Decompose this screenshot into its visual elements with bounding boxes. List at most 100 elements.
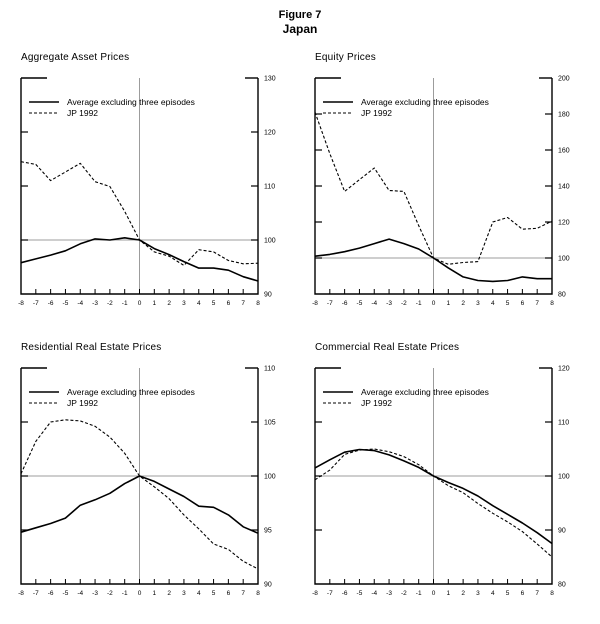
x-axis-label: 1 (153, 590, 157, 597)
series-line-dashed (20, 161, 259, 266)
x-axis-label: 5 (506, 300, 510, 307)
x-axis-label: 3 (182, 590, 186, 597)
y-axis-label: 200 (558, 76, 570, 83)
x-axis-label: -6 (48, 300, 54, 307)
y-axis-label: 120 (558, 220, 570, 227)
y-axis-label: 90 (264, 582, 272, 589)
x-axis-label: 0 (432, 300, 436, 307)
x-axis-label: 3 (182, 300, 186, 307)
x-axis-label: -4 (77, 300, 83, 307)
y-axis-label: 100 (264, 238, 276, 245)
x-axis-label: 8 (256, 590, 260, 597)
legend-dashed-label: JP 1992 (67, 108, 98, 118)
x-axis-label: -1 (416, 300, 422, 307)
x-axis-label: 8 (550, 590, 554, 597)
legend-solid-label: Average excluding three episodes (67, 387, 195, 397)
x-axis-label: -7 (327, 300, 333, 307)
x-axis-label: 4 (197, 300, 201, 307)
x-axis-label: -5 (63, 300, 69, 307)
panel-aggregate-asset-prices: Aggregate Asset Prices 90 100 110 120 130 -8-… (11, 50, 305, 314)
y-axis-label: 120 (558, 366, 570, 373)
chart-title-residential-real-estate-prices: Residential Real Estate Prices (21, 342, 162, 353)
chart-commercial-real-estate-prices: 80 90 100 110 120 -8 -7 -6 -5 -4 -3 -2 -1 0 1 2 3 4 5 6 7 8 Av… (312, 366, 570, 598)
x-axis-label: -5 (357, 300, 363, 307)
figure-title: Japan (282, 22, 318, 36)
x-axis-label: 0 (432, 590, 436, 597)
y-axis-label: 90 (558, 528, 566, 535)
x-axis-label: -1 (416, 590, 422, 597)
x-axis-label: 6 (521, 300, 525, 307)
x-axis-label: 1 (153, 300, 157, 307)
x-axis-label: -8 (18, 590, 24, 597)
legend-solid-label: Average excluding three episodes (67, 97, 195, 107)
x-axis-label: 5 (212, 300, 216, 307)
x-axis-label: 0 (138, 590, 142, 597)
x-axis-label: -2 (107, 300, 113, 307)
series-line-solid (20, 475, 259, 534)
x-axis-label: 4 (491, 590, 495, 597)
y-axis-label: 180 (558, 112, 570, 119)
legend-dashed-label: JP 1992 (361, 108, 392, 118)
chart-title-commercial-real-estate-prices: Commercial Real Estate Prices (315, 342, 460, 353)
panel-commercial-real-estate-prices: Commercial Real Estate Prices 80 90 100 110… (305, 340, 599, 604)
y-axis-label: 110 (264, 366, 275, 373)
panel-residential-real-estate-prices: Residential Real Estate Prices 90 95 100 10… (11, 340, 305, 604)
x-axis-label: 7 (535, 590, 539, 597)
x-axis-label: 4 (197, 590, 201, 597)
x-axis-label: 1 (447, 590, 451, 597)
x-axis-label: -6 (48, 590, 54, 597)
y-axis-label: 100 (558, 256, 570, 263)
x-axis-label: -1 (122, 300, 128, 307)
x-axis-label: 5 (506, 590, 510, 597)
x-axis-label: 7 (241, 590, 245, 597)
x-axis-label: -4 (77, 590, 83, 597)
series-line-dashed (314, 112, 553, 265)
y-axis-label: 110 (264, 184, 275, 191)
y-axis-label: 100 (264, 474, 276, 481)
x-axis-label: 6 (227, 300, 231, 307)
x-axis-label: -2 (401, 590, 407, 597)
x-axis-label: 5 (212, 590, 216, 597)
x-axis-label: 3 (476, 300, 480, 307)
figure-label: Figure 7 (278, 9, 322, 21)
x-axis-label: -2 (107, 590, 113, 597)
x-axis-label: -3 (386, 590, 392, 597)
x-axis-label: 2 (461, 590, 465, 597)
chart-title-aggregate-asset-prices: Aggregate Asset Prices (21, 52, 130, 63)
x-axis-label: -2 (401, 300, 407, 307)
panel-equity-prices: Equity Prices 80 100 120 140 160 180 200 -8 -7 -6… (305, 50, 599, 314)
x-axis-label: 8 (550, 300, 554, 307)
x-axis-label: -6 (342, 590, 348, 597)
x-axis-label: -3 (92, 590, 98, 597)
x-axis-label: -5 (63, 590, 69, 597)
x-axis-label: -7 (33, 300, 39, 307)
x-axis-label: 2 (167, 590, 171, 597)
y-axis-label: 110 (558, 420, 569, 427)
x-axis-label: -7 (33, 590, 39, 597)
y-axis-label: 140 (558, 184, 570, 191)
x-axis-label: 6 (521, 590, 525, 597)
chart-aggregate-asset-prices: 90 100 110 120 130 -8 -7 -6 -5 -4 -3 -2 -1 0 1 2 3 4 5 6 7 8 A… (18, 76, 276, 308)
legend-solid-label: Average excluding three episodes (361, 387, 489, 397)
y-axis-label: 105 (264, 420, 276, 427)
x-axis-label: -3 (92, 300, 98, 307)
x-axis-label: 0 (138, 300, 142, 307)
legend-dashed-label: JP 1992 (361, 398, 392, 408)
y-axis-label: 80 (558, 582, 566, 589)
x-axis-label: 7 (241, 300, 245, 307)
y-axis-label: 120 (264, 130, 276, 137)
x-axis-label: -1 (122, 590, 128, 597)
x-axis-label: 4 (491, 300, 495, 307)
y-axis-label: 100 (558, 474, 570, 481)
series-line-dashed (314, 448, 553, 558)
charts-grid: Aggregate Asset Prices 90 100 110 120 130 -8-… (11, 50, 599, 604)
x-axis-label: 7 (535, 300, 539, 307)
x-axis-label: 1 (447, 300, 451, 307)
x-axis-label: -8 (312, 300, 318, 307)
chart-equity-prices: 80 100 120 140 160 180 200 -8 -7 -6 -5 -4 -3 -2 -1 0 1 2 3… (312, 76, 570, 308)
y-axis-label: 90 (264, 292, 272, 299)
x-axis-label: 8 (256, 300, 260, 307)
chart-title-equity-prices: Equity Prices (315, 52, 376, 63)
x-axis-label: 3 (476, 590, 480, 597)
x-axis-label: 6 (227, 590, 231, 597)
